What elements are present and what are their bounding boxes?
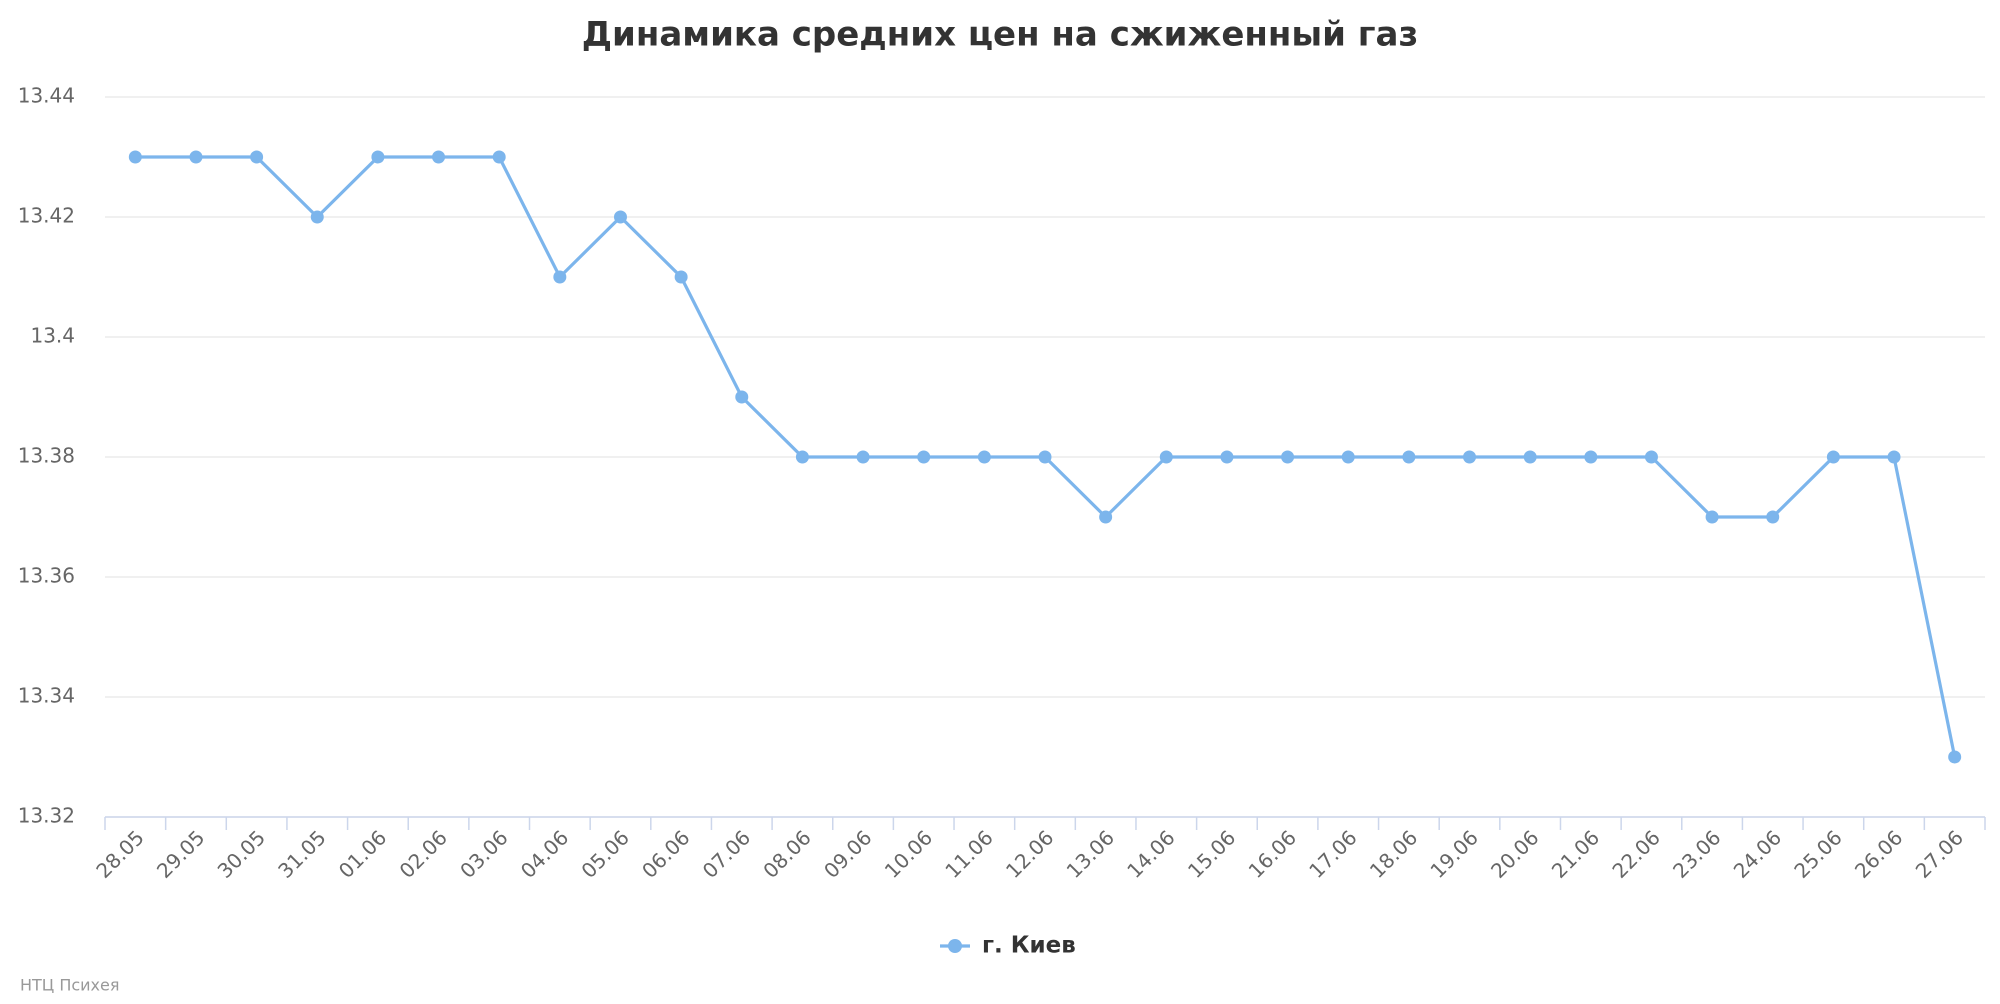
x-tick-label: 16.06 [1244, 825, 1301, 882]
data-point [189, 150, 203, 164]
data-point [1887, 450, 1901, 464]
x-tick-label: 05.06 [576, 825, 633, 882]
data-point [371, 150, 385, 164]
x-tick-label: 29.05 [152, 825, 209, 882]
data-point [1402, 450, 1416, 464]
y-tick-label: 13.38 [18, 444, 75, 468]
x-tick-label: 21.06 [1547, 825, 1604, 882]
y-tick-label: 13.32 [18, 804, 75, 828]
data-point [1159, 450, 1173, 464]
legend-symbol [948, 939, 962, 953]
x-tick-label: 17.06 [1304, 825, 1361, 882]
x-tick-label: 26.06 [1850, 825, 1907, 882]
data-point [1766, 510, 1780, 524]
data-point [1038, 450, 1052, 464]
x-tick-label: 15.06 [1183, 825, 1240, 882]
x-tick-label: 18.06 [1365, 825, 1422, 882]
data-point [1341, 450, 1355, 464]
x-tick-label: 22.06 [1607, 825, 1664, 882]
y-tick-label: 13.4 [30, 324, 75, 348]
x-tick-label: 01.06 [334, 825, 391, 882]
x-tick-label: 13.06 [1062, 825, 1119, 882]
x-tick-label: 11.06 [940, 825, 997, 882]
data-point [977, 450, 991, 464]
x-tick-label: 09.06 [819, 825, 876, 882]
data-point [250, 150, 264, 164]
data-point [1220, 450, 1234, 464]
x-tick-label: 20.06 [1486, 825, 1543, 882]
data-point [795, 450, 809, 464]
x-tick-label: 03.06 [455, 825, 512, 882]
x-tick-label: 24.06 [1729, 825, 1786, 882]
data-point [1281, 450, 1295, 464]
credits: НТЦ Психея [20, 976, 119, 995]
x-tick-label: 07.06 [698, 825, 755, 882]
data-point [553, 270, 567, 284]
data-point [1826, 450, 1840, 464]
legend-label: г. Киев [982, 933, 1076, 959]
x-tick-label: 25.06 [1789, 825, 1846, 882]
x-tick-label: 28.05 [91, 825, 148, 882]
data-point [917, 450, 931, 464]
x-tick-label: 19.06 [1425, 825, 1482, 882]
data-point [1523, 450, 1537, 464]
data-point [1099, 510, 1113, 524]
data-point [735, 390, 749, 404]
x-tick-label: 12.06 [1001, 825, 1058, 882]
data-point [613, 210, 627, 224]
data-point [1948, 750, 1962, 764]
x-tick-label: 10.06 [880, 825, 937, 882]
data-point [1463, 450, 1477, 464]
data-point [492, 150, 506, 164]
x-tick-label: 31.05 [273, 825, 330, 882]
data-point [856, 450, 870, 464]
chart-title: Динамика средних цен на сжиженный газ [582, 15, 1419, 55]
data-point [310, 210, 324, 224]
y-tick-label: 13.34 [18, 684, 75, 708]
x-tick-label: 08.06 [758, 825, 815, 882]
data-point [1644, 450, 1658, 464]
x-tick-label: 30.05 [213, 825, 270, 882]
data-point [674, 270, 688, 284]
y-tick-label: 13.44 [18, 84, 75, 108]
x-tick-label: 23.06 [1668, 825, 1725, 882]
x-tick-label: 06.06 [637, 825, 694, 882]
x-tick-label: 27.06 [1911, 825, 1968, 882]
x-tick-label: 14.06 [1122, 825, 1179, 882]
data-point [1584, 450, 1598, 464]
x-tick-label: 04.06 [516, 825, 573, 882]
legend-item: г. Киев [940, 933, 1076, 959]
data-point [1705, 510, 1719, 524]
data-point [128, 150, 142, 164]
y-tick-label: 13.42 [18, 204, 75, 228]
y-tick-label: 13.36 [18, 564, 75, 588]
x-tick-label: 02.06 [395, 825, 452, 882]
data-point [432, 150, 446, 164]
